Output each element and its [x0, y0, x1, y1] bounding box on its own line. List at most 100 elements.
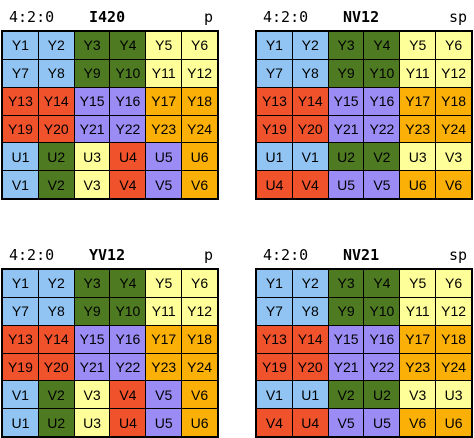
sample-cell-y10: Y10: [364, 297, 400, 325]
sample-cell-y20: Y20: [292, 115, 328, 143]
sample-cell-y14: Y14: [292, 325, 328, 353]
sample-cell-y5: Y5: [146, 270, 182, 297]
sample-cell-y20: Y20: [292, 353, 328, 381]
sample-cell-y2: Y2: [38, 32, 74, 59]
sample-cell-u4: U4: [110, 143, 146, 171]
sample-cell-y6: Y6: [182, 270, 217, 297]
sample-cell-y23: Y23: [146, 353, 182, 381]
sample-cell-u1: U1: [292, 381, 328, 409]
sample-cell-v4: V4: [110, 381, 146, 409]
sample-cell-y16: Y16: [364, 325, 400, 353]
sample-cell-y3: Y3: [328, 32, 364, 59]
sample-cell-v1: V1: [292, 143, 328, 171]
plane-kind-label: sp: [448, 246, 467, 264]
sample-cell-y12: Y12: [436, 59, 471, 87]
sample-cell-u1: U1: [3, 409, 38, 436]
sample-cell-y14: Y14: [38, 87, 74, 115]
sample-cell-y4: Y4: [110, 270, 146, 297]
sample-cell-y15: Y15: [328, 325, 364, 353]
sample-cell-u6: U6: [182, 409, 217, 436]
sample-cell-u5: U5: [146, 143, 182, 171]
sample-cell-y17: Y17: [400, 87, 436, 115]
sample-cell-v6: V6: [436, 171, 471, 198]
sample-cell-y13: Y13: [3, 87, 38, 115]
sample-cell-y21: Y21: [328, 353, 364, 381]
sample-cell-u3: U3: [74, 143, 110, 171]
panel-header: 4:2:0 NV21 sp: [255, 240, 473, 268]
sample-cell-u5: U5: [328, 171, 364, 198]
sample-cell-y21: Y21: [74, 353, 110, 381]
sample-cell-u5: U5: [146, 409, 182, 436]
panel-i420: 4:2:0 I420 p Y1 Y2 Y3 Y4 Y5 Y6 Y7 Y8 Y9 Y10 Y11 Y12…: [1, 2, 219, 200]
sample-cell-y23: Y23: [400, 353, 436, 381]
sample-cell-y16: Y16: [110, 87, 146, 115]
sample-cell-y7: Y7: [257, 297, 292, 325]
sample-cell-v3: V3: [74, 171, 110, 198]
sample-cell-y3: Y3: [328, 270, 364, 297]
sample-cell-y17: Y17: [146, 325, 182, 353]
sample-cell-y18: Y18: [182, 325, 217, 353]
sample-cell-v5: V5: [146, 381, 182, 409]
sample-cell-v6: V6: [182, 171, 217, 198]
sample-cell-v5: V5: [364, 171, 400, 198]
sample-cell-u6: U6: [182, 143, 217, 171]
sample-cell-u4: U4: [110, 409, 146, 436]
sample-cell-v2: V2: [38, 381, 74, 409]
sample-cell-y20: Y20: [38, 353, 74, 381]
sample-cell-v2: V2: [328, 381, 364, 409]
sample-cell-y11: Y11: [400, 297, 436, 325]
panel-header: 4:2:0 YV12 p: [1, 240, 219, 268]
sample-cell-y15: Y15: [74, 325, 110, 353]
sample-cell-y24: Y24: [436, 115, 471, 143]
sample-cell-v3: V3: [436, 143, 471, 171]
sample-cell-u1: U1: [3, 143, 38, 171]
sample-cell-y6: Y6: [436, 270, 471, 297]
subsampling-label: 4:2:0: [263, 8, 309, 26]
sample-cell-y18: Y18: [436, 325, 471, 353]
sample-cell-y19: Y19: [3, 353, 38, 381]
sample-cell-u6: U6: [436, 409, 471, 436]
sample-cell-y19: Y19: [257, 353, 292, 381]
sample-cell-y16: Y16: [110, 325, 146, 353]
sample-cell-y17: Y17: [400, 325, 436, 353]
sample-cell-v5: V5: [146, 171, 182, 198]
sample-cell-y12: Y12: [436, 297, 471, 325]
sample-cell-y5: Y5: [146, 32, 182, 59]
panel-yv12: 4:2:0 YV12 p Y1 Y2 Y3 Y4 Y5 Y6 Y7 Y8 Y9 Y10 Y11 Y12…: [1, 240, 219, 438]
sample-cell-v6: V6: [400, 409, 436, 436]
panel-header: 4:2:0 I420 p: [1, 2, 219, 30]
sample-cell-u3: U3: [436, 381, 471, 409]
sample-cell-u5: U5: [364, 409, 400, 436]
sample-cell-y5: Y5: [400, 32, 436, 59]
sample-cell-y4: Y4: [364, 32, 400, 59]
plane-kind-label: p: [203, 8, 213, 26]
sample-cell-v1: V1: [3, 381, 38, 409]
sample-cell-y1: Y1: [257, 270, 292, 297]
sample-cell-y12: Y12: [182, 59, 217, 87]
subsampling-label: 4:2:0: [263, 246, 309, 264]
sample-cell-v2: V2: [364, 143, 400, 171]
sample-cell-y3: Y3: [74, 32, 110, 59]
sample-cell-u3: U3: [74, 409, 110, 436]
sample-cell-y6: Y6: [436, 32, 471, 59]
sample-cell-y14: Y14: [38, 325, 74, 353]
sample-cell-y8: Y8: [38, 59, 74, 87]
sample-cell-y15: Y15: [328, 87, 364, 115]
sample-cell-y7: Y7: [3, 297, 38, 325]
sample-cell-y8: Y8: [38, 297, 74, 325]
sample-cell-v4: V4: [257, 409, 292, 436]
sample-cell-y21: Y21: [74, 115, 110, 143]
sample-cell-y10: Y10: [364, 59, 400, 87]
plane-grid: Y1 Y2 Y3 Y4 Y5 Y6 Y7 Y8 Y9 Y10 Y11 Y12 Y13 Y14 Y15 Y16 Y…: [255, 268, 473, 438]
sample-cell-y2: Y2: [292, 270, 328, 297]
sample-cell-v4: V4: [292, 171, 328, 198]
sample-cell-y8: Y8: [292, 297, 328, 325]
sample-cell-y20: Y20: [38, 115, 74, 143]
sample-cell-y22: Y22: [364, 115, 400, 143]
sample-cell-v1: V1: [257, 381, 292, 409]
sample-cell-y11: Y11: [400, 59, 436, 87]
sample-cell-y19: Y19: [257, 115, 292, 143]
sample-cell-y11: Y11: [146, 59, 182, 87]
sample-cell-y8: Y8: [292, 59, 328, 87]
format-name: NV21: [343, 246, 380, 264]
